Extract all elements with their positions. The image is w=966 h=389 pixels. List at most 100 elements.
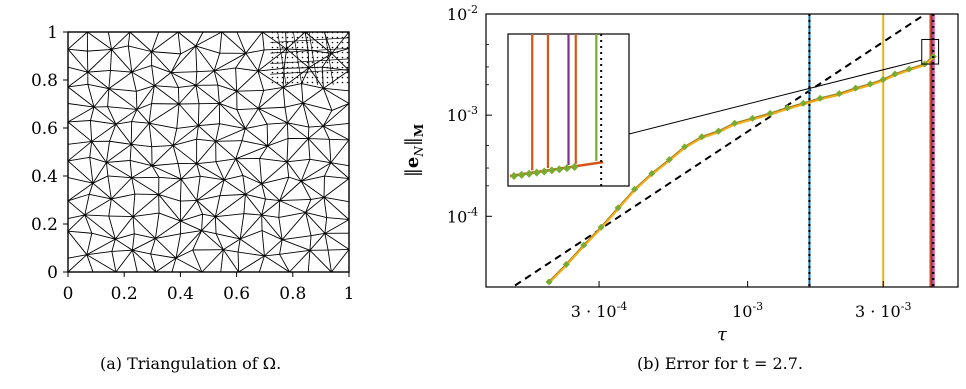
- mesh-edge: [108, 215, 116, 240]
- mesh-edge: [257, 67, 285, 72]
- mesh-edge: [132, 249, 151, 255]
- mesh-edge: [172, 145, 197, 165]
- mesh-edge: [107, 106, 117, 125]
- mesh-edge: [286, 138, 289, 162]
- mesh-edge: [87, 48, 112, 52]
- mesh-edge: [92, 175, 109, 184]
- mesh-edge: [267, 138, 289, 147]
- mesh-edge: [89, 157, 94, 184]
- mesh-edge: [175, 257, 203, 273]
- inset-point: [510, 172, 518, 180]
- mesh-edge: [180, 163, 197, 180]
- mesh-edge: [286, 138, 309, 163]
- mesh-edge: [87, 83, 109, 90]
- mesh-edge: [106, 159, 131, 163]
- mesh-edge: [67, 103, 95, 108]
- mesh-edge: [285, 31, 287, 49]
- mesh-edge: [215, 213, 244, 218]
- mesh-edge: [105, 141, 110, 163]
- mesh-edge: [151, 145, 174, 167]
- mesh-edge: [215, 140, 243, 142]
- mesh-edge: [323, 178, 350, 198]
- mesh-edge: [170, 72, 179, 88]
- mesh-edge: [219, 179, 225, 196]
- mesh-edge: [177, 163, 182, 180]
- mesh-edge: [175, 230, 202, 259]
- mesh-edge: [279, 176, 290, 201]
- mesh-edge: [245, 49, 265, 54]
- mesh-edge: [258, 255, 265, 273]
- mesh-edge: [111, 177, 133, 200]
- mesh-edge: [322, 110, 333, 127]
- mesh-edge: [279, 249, 310, 255]
- mesh-edge: [235, 53, 247, 69]
- mesh-edge: [223, 238, 241, 251]
- y-tick-label: 1: [47, 23, 58, 43]
- mesh-edge: [244, 128, 268, 147]
- mesh-edge: [215, 216, 241, 240]
- mesh-edge: [130, 159, 153, 167]
- mesh-edge: [195, 71, 198, 86]
- mesh-edge: [282, 67, 310, 88]
- mesh-edge: [150, 238, 156, 255]
- mesh-edge: [136, 85, 155, 92]
- mesh-edge: [180, 200, 198, 222]
- mesh-edge: [108, 88, 137, 92]
- mesh-edge: [131, 177, 159, 195]
- mesh-edge: [90, 120, 116, 125]
- mesh-edge: [201, 249, 224, 273]
- mesh-edge: [151, 51, 181, 55]
- mesh-edge: [264, 255, 290, 273]
- mesh-edge: [67, 141, 92, 162]
- mesh-edge: [259, 158, 263, 184]
- mesh-edge: [215, 140, 237, 160]
- mesh-edge: [127, 31, 131, 46]
- mesh-edge: [287, 122, 309, 139]
- mesh-edge: [115, 123, 132, 145]
- mesh-edge: [258, 87, 284, 109]
- mesh-edge: [110, 70, 132, 73]
- mesh-edge: [324, 232, 350, 250]
- mesh-edge: [196, 70, 215, 73]
- mesh-edge: [197, 103, 200, 126]
- mesh-edge: [171, 71, 197, 73]
- mesh-edge: [67, 200, 86, 216]
- mesh-edge: [310, 196, 325, 200]
- mesh-edge: [281, 239, 311, 251]
- mesh-edge: [237, 238, 241, 253]
- inset-point: [562, 164, 571, 173]
- inset-point: [532, 168, 541, 177]
- mesh-edge: [131, 233, 135, 251]
- mesh-edge: [111, 239, 116, 252]
- mesh-edge: [155, 220, 181, 239]
- mesh-edge: [195, 45, 215, 72]
- mesh-edge: [195, 31, 204, 47]
- mesh-edge: [170, 45, 196, 73]
- inset-connector: [628, 59, 922, 135]
- mesh-edge: [300, 180, 325, 198]
- refined-edge: [270, 69, 350, 75]
- mesh-edge: [177, 31, 196, 47]
- mesh-edge: [307, 50, 310, 68]
- mesh-edge: [84, 214, 109, 217]
- mesh-edge: [158, 194, 181, 222]
- mesh-edge: [282, 87, 286, 108]
- mesh-edge: [284, 102, 304, 108]
- mesh-edge: [264, 253, 280, 257]
- mesh-edge: [282, 87, 304, 104]
- mesh-edge: [261, 214, 279, 218]
- mesh-edge: [111, 249, 133, 252]
- mesh-edge: [150, 253, 157, 273]
- mesh-edge: [261, 214, 283, 240]
- mesh-edge: [172, 138, 197, 146]
- mesh-edge: [131, 121, 150, 124]
- mesh-edge: [196, 200, 216, 217]
- caption-a: (a) Triangulation of Ω.: [100, 354, 282, 373]
- mesh-edge: [265, 198, 280, 202]
- mesh-edge: [245, 31, 263, 54]
- mesh-edge: [128, 45, 152, 53]
- mesh-edge: [148, 103, 153, 124]
- mesh-edge: [330, 139, 350, 164]
- mesh-edge: [127, 45, 133, 73]
- mesh-edge: [67, 254, 87, 259]
